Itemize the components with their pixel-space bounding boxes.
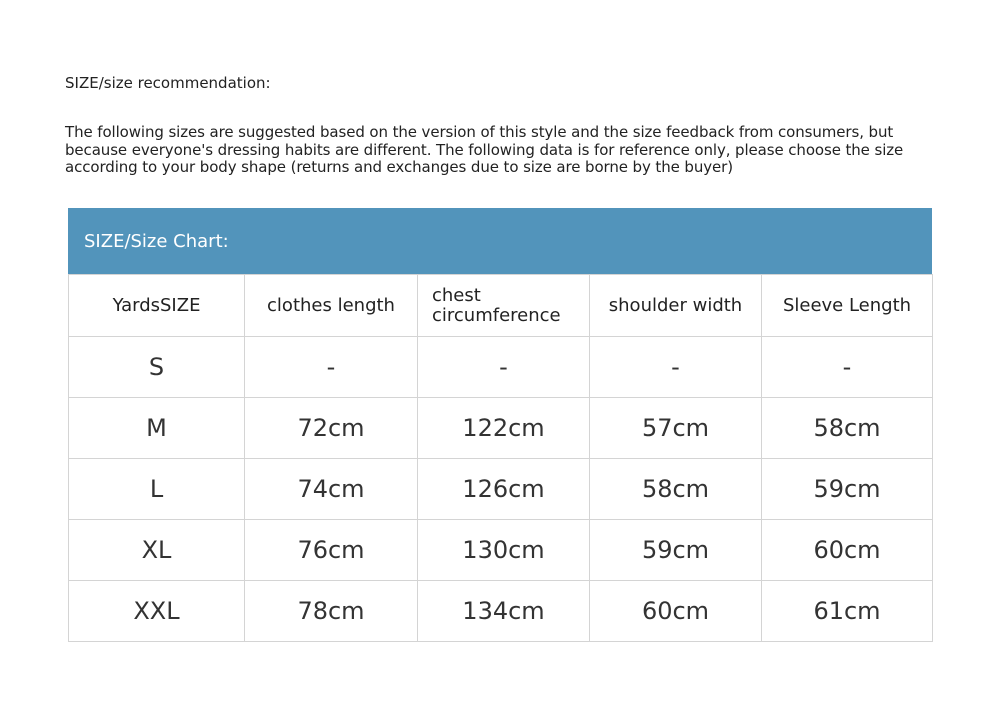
table-row: S---- bbox=[68, 336, 933, 398]
size-cell: L bbox=[68, 458, 245, 520]
measurement-cell: 59cm bbox=[589, 519, 762, 581]
size-cell: XL bbox=[68, 519, 245, 581]
measurement-cell: 130cm bbox=[417, 519, 590, 581]
size-cell: S bbox=[68, 336, 245, 398]
table-row: XXL 78cm 134cm 60cm 61cm bbox=[68, 580, 933, 642]
measurement-cell: 60cm bbox=[589, 580, 762, 642]
measurement-cell: 72cm bbox=[244, 397, 418, 459]
column-header: chest circumference bbox=[417, 274, 590, 337]
table-row: L 74cm 126cm 58cm 59cm bbox=[68, 458, 933, 520]
measurement-cell: 126cm bbox=[417, 458, 590, 520]
measurement-cell: 58cm bbox=[589, 458, 762, 520]
column-header: clothes length bbox=[244, 274, 418, 337]
measurement-cell: - bbox=[761, 336, 933, 398]
measurement-cell: 61cm bbox=[761, 580, 933, 642]
measurement-cell: 58cm bbox=[761, 397, 933, 459]
table-header-row: YardsSIZE clothes length chest circumfer… bbox=[68, 274, 933, 337]
measurement-cell: 78cm bbox=[244, 580, 418, 642]
size-chart: SIZE/Size Chart: YardsSIZE clothes lengt… bbox=[68, 208, 933, 642]
table-row: M 72cm 122cm 57cm 58cm bbox=[68, 397, 933, 459]
measurement-cell: 60cm bbox=[761, 519, 933, 581]
size-chart-heading: SIZE/Size Chart: bbox=[68, 208, 932, 274]
description: The following sizes are suggested based … bbox=[65, 123, 904, 176]
size-cell: XXL bbox=[68, 580, 245, 642]
measurement-cell: - bbox=[417, 336, 590, 398]
table-row: XL 76cm 130cm 59cm 60cm bbox=[68, 519, 933, 581]
measurement-cell: 59cm bbox=[761, 458, 933, 520]
size-cell: M bbox=[68, 397, 245, 459]
column-header: YardsSIZE bbox=[68, 274, 245, 337]
column-header: Sleeve Length bbox=[761, 274, 933, 337]
measurement-cell: 74cm bbox=[244, 458, 418, 520]
measurement-cell: 57cm bbox=[589, 397, 762, 459]
page-title: SIZE/size recommendation: bbox=[65, 74, 271, 92]
measurement-cell: 76cm bbox=[244, 519, 418, 581]
size-table: YardsSIZE clothes length chest circumfer… bbox=[68, 274, 933, 642]
measurement-cell: 134cm bbox=[417, 580, 590, 642]
column-header: shoulder width bbox=[589, 274, 762, 337]
measurement-cell: - bbox=[244, 336, 418, 398]
measurement-cell: 122cm bbox=[417, 397, 590, 459]
measurement-cell: - bbox=[589, 336, 762, 398]
